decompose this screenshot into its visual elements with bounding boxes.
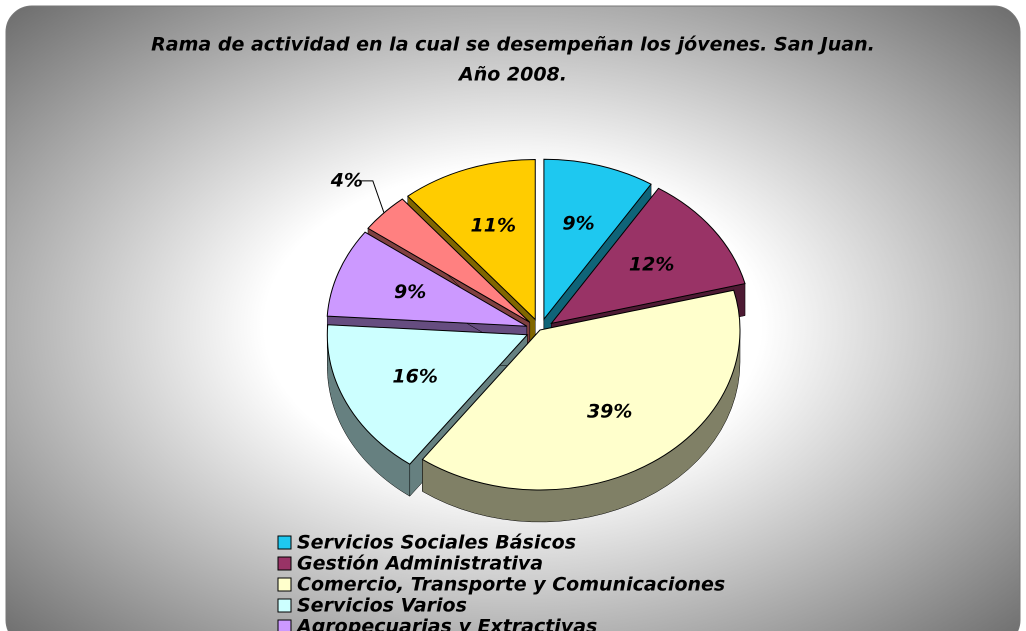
data-label: 9% — [394, 281, 426, 303]
legend-label: Servicios Sociales Básicos — [297, 532, 576, 554]
legend-label: Servicios Varios — [297, 595, 467, 617]
legend-swatch — [277, 619, 292, 631]
legend-swatch — [277, 577, 292, 592]
legend-label: Gestión Administrativa — [297, 553, 543, 575]
data-label: 39% — [587, 401, 632, 423]
chart-title: Rama de actividad en la cual se desempeñ… — [151, 34, 875, 56]
pie: 9% 12% 39% 16% 9% 4% 11% — [326, 158, 746, 523]
data-label: 12% — [629, 254, 674, 276]
slice — [326, 231, 528, 327]
legend-swatch — [277, 556, 292, 571]
data-label: 9% — [562, 212, 594, 234]
slice — [421, 289, 741, 491]
slice — [543, 158, 652, 321]
legend-swatch — [277, 535, 292, 550]
slice — [406, 158, 536, 321]
legend-label: Comercio, Transporte y Comunicaciones — [297, 574, 725, 596]
leader-line — [360, 180, 385, 213]
legend-label: Agropecuarias y Extractivas — [295, 616, 597, 631]
chart-title: Año 2008. — [457, 64, 567, 86]
legend-swatch — [277, 598, 292, 613]
slice — [550, 187, 746, 325]
data-label: 11% — [471, 215, 516, 237]
data-label: 16% — [392, 366, 437, 388]
slice — [326, 324, 529, 465]
slice — [367, 198, 531, 323]
data-label: 4% — [330, 169, 363, 191]
